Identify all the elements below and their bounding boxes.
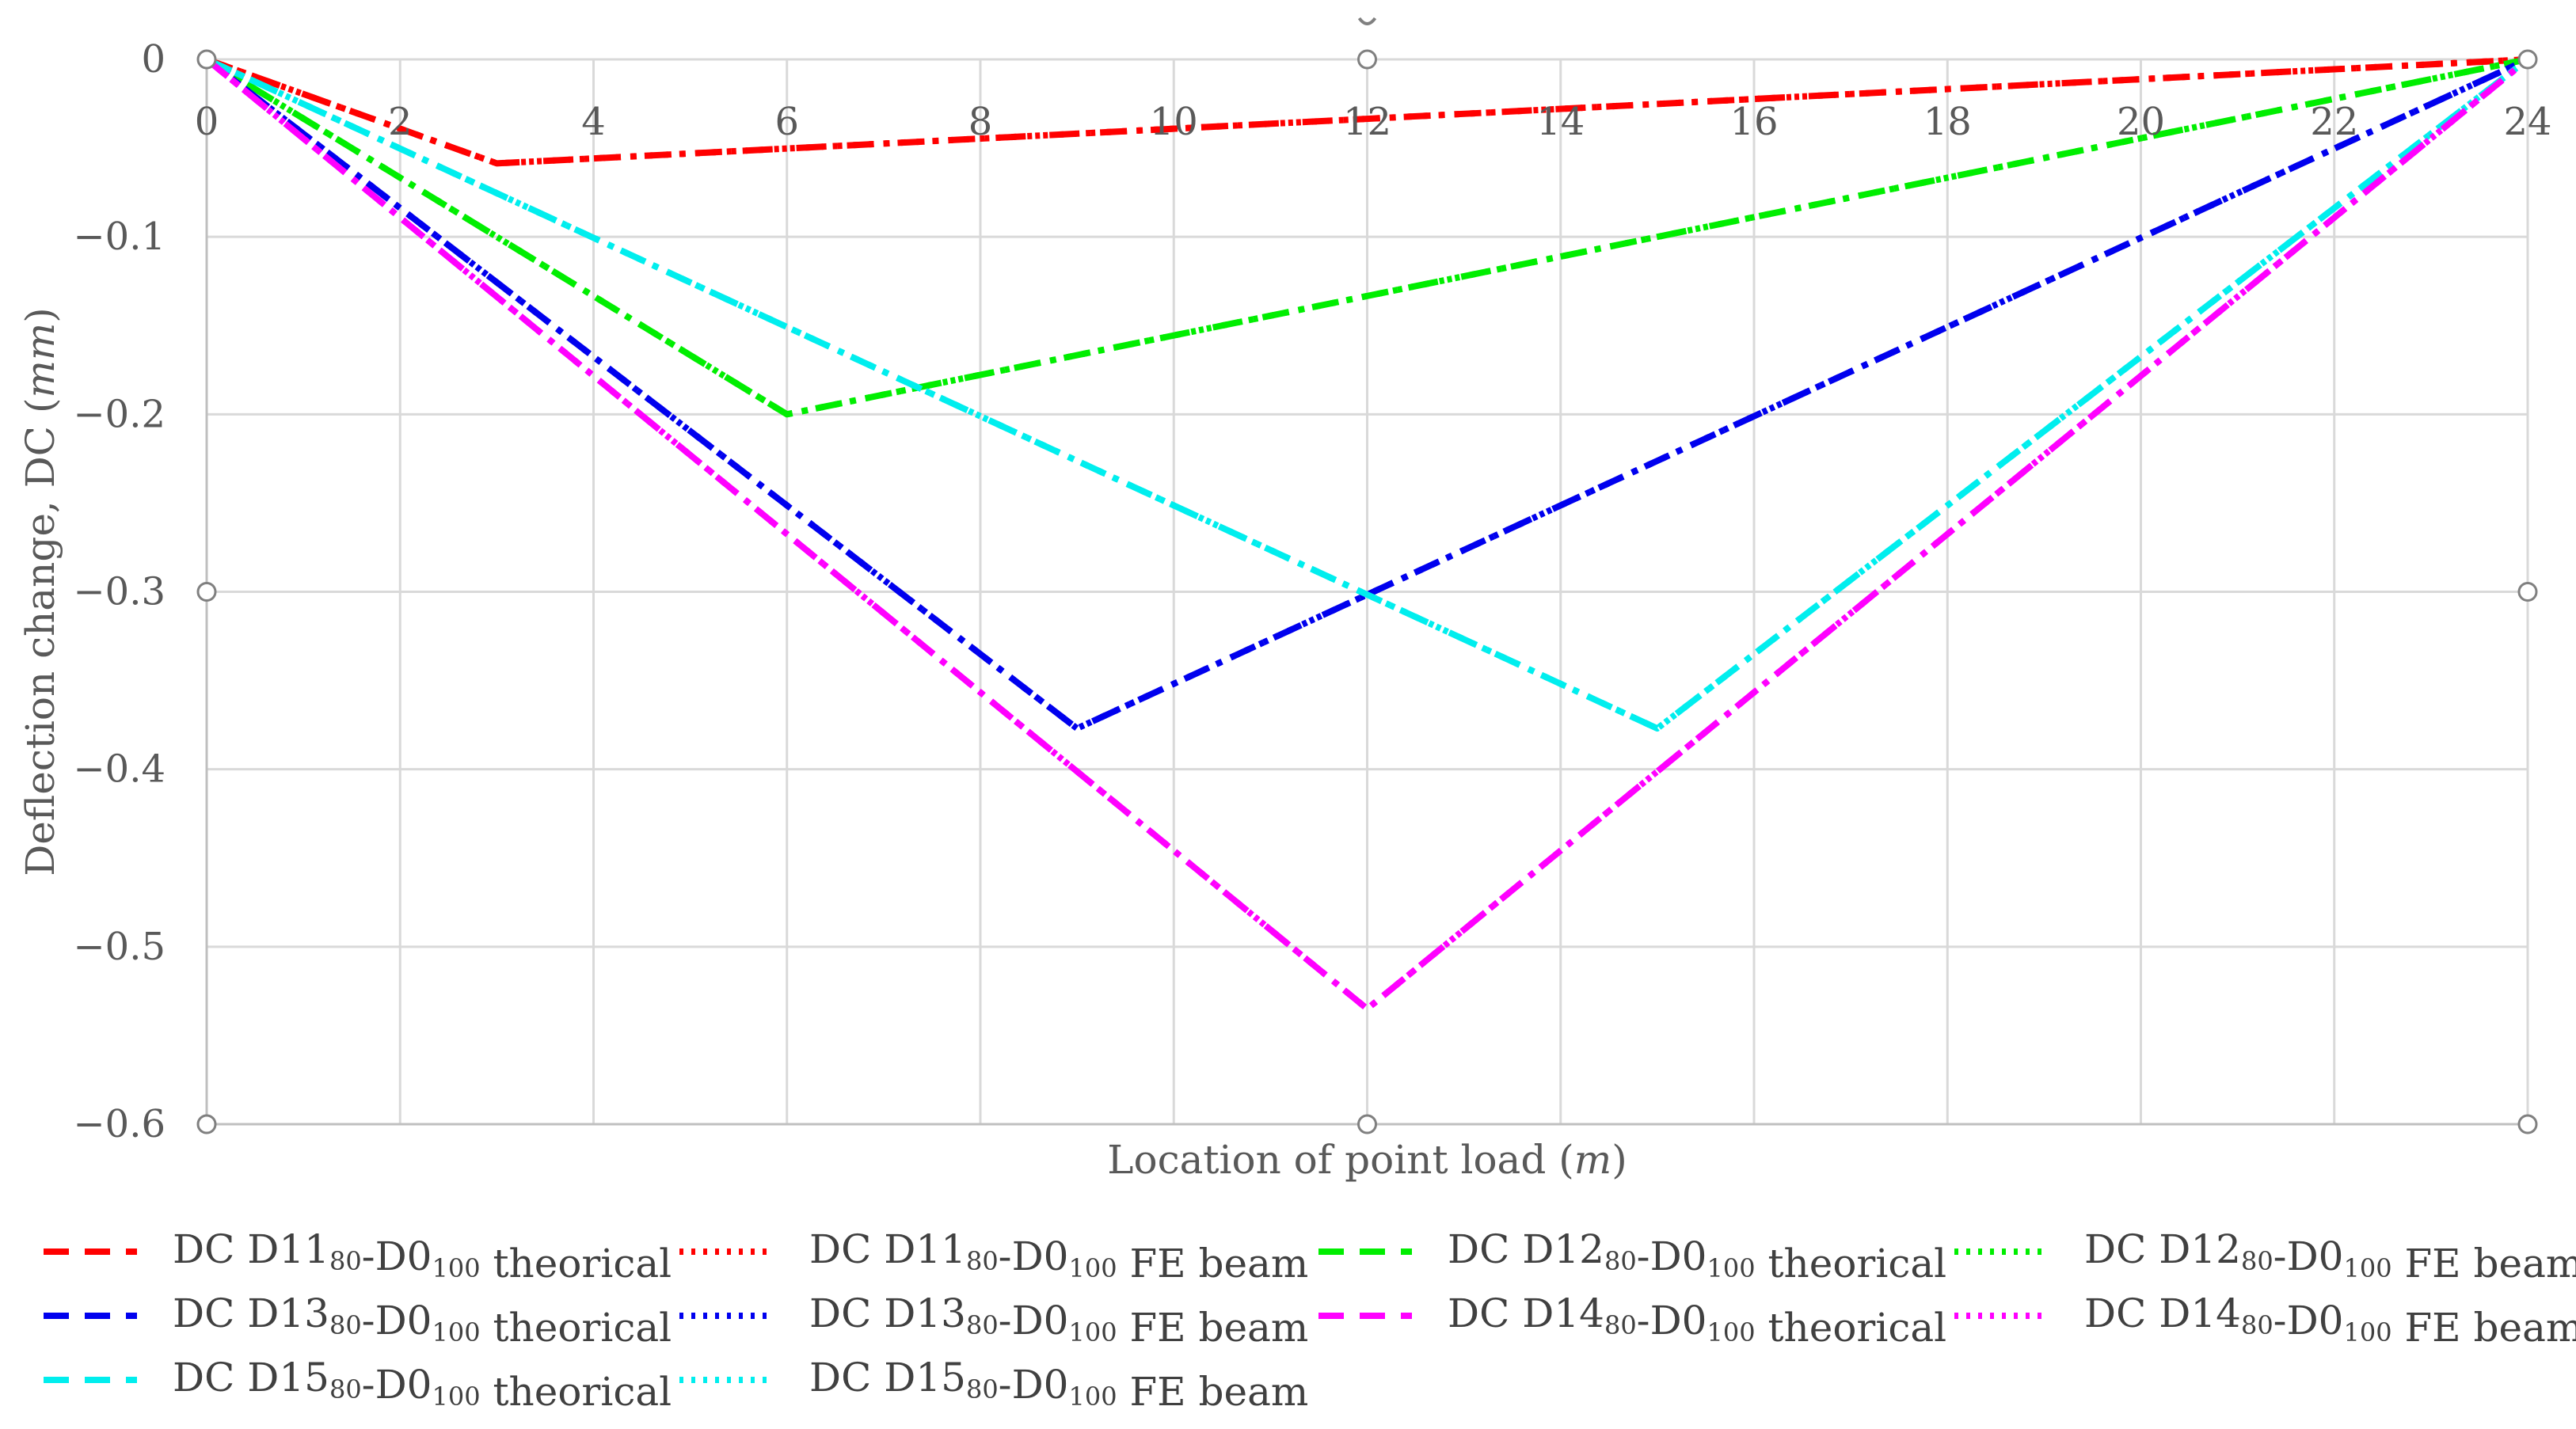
series-line-1 [205,56,2528,167]
y-tick-label: −0.6 [73,1102,166,1146]
x-tick-label: 24 [2503,100,2551,144]
series-line-9 [205,56,2530,732]
legend-label: DC D1380-D0100 theorical [173,1290,672,1351]
resize-handle[interactable] [196,582,217,602]
series-lines [204,56,2530,1013]
x-tick-label: 12 [1343,100,1391,144]
legend-label: DC D1180-D0100 theorical [173,1226,672,1286]
series-line-3 [204,56,2528,418]
resize-handle[interactable] [2517,49,2538,70]
series-line-7 [204,56,2530,1013]
legend-label: DC D1280-D0100 FE beam [2084,1226,2576,1286]
y-tick-label: −0.2 [73,392,166,436]
series-line-2 [205,56,2528,167]
resize-handle[interactable] [1357,49,1377,70]
x-tick-label: 4 [581,100,606,144]
legend-label: DC D1480-D0100 theorical [1448,1290,1946,1351]
y-axis-title: Deflection change, DC (mm) [17,307,63,876]
resize-handle[interactable] [1357,1114,1377,1134]
x-tick-label: 18 [1923,100,1972,144]
x-tick-label: 14 [1536,100,1585,144]
x-tick-label: 22 [2310,100,2358,144]
legend-label: DC D1580-D0100 FE beam [809,1355,1308,1415]
legend-label: DC D1480-D0100 FE beam [2084,1290,2576,1351]
resize-handle[interactable] [2517,582,2538,602]
resize-handle[interactable] [2517,1114,2538,1134]
y-tick-label: −0.3 [73,570,166,614]
resize-handle[interactable] [196,49,217,70]
x-tick-label: 0 [195,100,219,144]
series-line-5 [204,56,2529,732]
legend-label: DC D1380-D0100 FE beam [809,1290,1308,1351]
x-tick-labels: 0 2 4 6 8 10 12 14 16 18 20 22 24 [195,100,2552,144]
y-tick-label: −0.5 [73,925,166,969]
x-tick-label: 20 [2117,100,2165,144]
x-tick-label: 2 [388,100,413,144]
series-line-10 [205,56,2530,732]
legend-label: DC D1280-D0100 theorical [1448,1226,1946,1286]
x-tick-label: 8 [968,100,993,144]
legend-label: DC D1580-D0100 theorical [173,1355,672,1415]
resize-handle[interactable] [196,1114,217,1134]
y-tick-label: 0 [141,37,166,82]
legend-label: DC D1180-D0100 FE beam [809,1226,1308,1286]
x-tick-label: 10 [1150,100,1198,144]
selection-handles[interactable] [196,17,2538,1134]
legend: DC D1180-D0100 theorical DC D1180-D0100 F… [44,1226,2576,1415]
y-tick-label: −0.1 [73,215,166,259]
x-axis-title: Location of point load (m) [1107,1137,1627,1183]
y-tick-label: −0.4 [73,747,166,792]
x-tick-label: 6 [774,100,799,144]
rotate-handle[interactable] [1357,17,1377,25]
y-tick-labels: 0 −0.1 −0.2 −0.3 −0.4 −0.5 −0.6 [73,37,166,1146]
x-tick-label: 16 [1729,100,1778,144]
